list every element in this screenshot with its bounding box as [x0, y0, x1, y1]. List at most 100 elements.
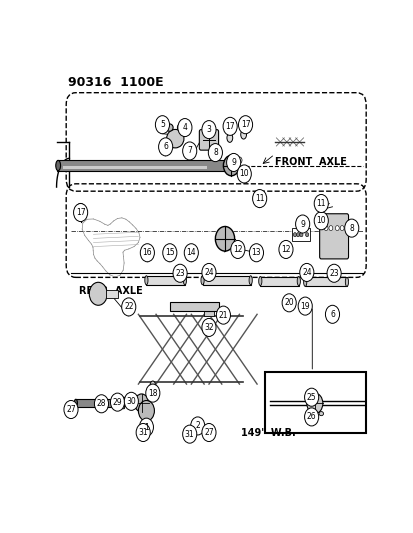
Text: 20: 20 [284, 298, 293, 308]
Circle shape [230, 240, 244, 259]
Bar [304, 277, 346, 286]
Bar [292, 228, 309, 241]
Circle shape [202, 120, 216, 139]
Circle shape [64, 400, 78, 418]
Circle shape [304, 408, 318, 426]
Circle shape [162, 244, 176, 262]
Circle shape [178, 118, 192, 136]
Text: 17: 17 [240, 120, 250, 129]
Text: 1: 1 [144, 423, 148, 432]
Circle shape [190, 417, 204, 435]
Circle shape [216, 306, 230, 324]
Ellipse shape [226, 133, 232, 142]
Circle shape [335, 225, 338, 231]
Text: 12: 12 [233, 245, 242, 254]
Text: 12: 12 [280, 245, 290, 254]
Text: 21: 21 [218, 311, 228, 320]
Text: 8: 8 [213, 148, 217, 157]
Ellipse shape [74, 399, 77, 407]
Circle shape [74, 204, 88, 222]
Ellipse shape [177, 124, 184, 131]
Ellipse shape [240, 130, 246, 139]
Text: 10: 10 [239, 169, 249, 179]
Ellipse shape [183, 276, 186, 285]
Text: 19: 19 [300, 302, 309, 311]
Circle shape [202, 424, 216, 441]
Circle shape [293, 232, 296, 237]
Circle shape [236, 157, 242, 164]
Circle shape [252, 190, 266, 207]
Circle shape [182, 425, 196, 443]
Text: 4: 4 [182, 123, 187, 132]
Text: 15: 15 [165, 248, 174, 257]
Text: 17: 17 [225, 122, 235, 131]
Text: 17: 17 [76, 208, 85, 217]
Text: 32: 32 [204, 323, 213, 332]
Circle shape [139, 418, 153, 436]
Circle shape [226, 154, 240, 172]
Text: 27: 27 [66, 405, 76, 414]
Circle shape [326, 264, 340, 282]
Circle shape [328, 225, 332, 231]
Text: 10: 10 [316, 216, 325, 225]
Circle shape [281, 294, 296, 312]
Text: 8: 8 [349, 224, 353, 232]
Bar [204, 309, 213, 316]
Ellipse shape [344, 277, 348, 286]
Circle shape [140, 244, 154, 262]
Circle shape [94, 395, 108, 413]
Circle shape [238, 116, 252, 134]
Circle shape [304, 388, 318, 406]
Circle shape [76, 204, 84, 213]
Circle shape [295, 215, 309, 233]
Text: 11: 11 [316, 199, 325, 208]
Ellipse shape [258, 277, 261, 286]
Text: REAR  AXLE: REAR AXLE [79, 286, 142, 295]
Circle shape [223, 155, 239, 176]
Circle shape [134, 394, 148, 412]
Circle shape [296, 232, 299, 237]
Text: 18: 18 [148, 389, 157, 398]
Bar [260, 277, 298, 286]
Circle shape [306, 393, 322, 414]
Bar [264, 372, 365, 433]
Circle shape [313, 195, 328, 213]
Circle shape [184, 244, 198, 262]
Text: 13: 13 [251, 248, 261, 257]
FancyBboxPatch shape [115, 397, 124, 409]
Ellipse shape [166, 130, 183, 148]
Circle shape [208, 143, 222, 161]
Bar [106, 290, 117, 298]
Circle shape [173, 264, 187, 282]
Circle shape [202, 318, 216, 336]
Text: 149'  W.B.: 149' W.B. [240, 429, 295, 438]
Text: 31: 31 [138, 428, 147, 437]
Circle shape [325, 305, 339, 324]
Ellipse shape [150, 381, 155, 391]
Circle shape [313, 212, 328, 230]
Circle shape [223, 117, 237, 135]
Bar [146, 276, 185, 285]
Circle shape [110, 393, 124, 411]
Ellipse shape [249, 276, 252, 285]
Bar [202, 276, 250, 285]
Circle shape [155, 116, 169, 134]
Text: 14: 14 [186, 248, 196, 257]
Circle shape [89, 282, 107, 305]
Text: 2: 2 [195, 422, 199, 431]
Text: 3: 3 [206, 125, 211, 134]
Ellipse shape [200, 276, 204, 285]
Circle shape [299, 232, 302, 237]
Text: 27: 27 [204, 428, 213, 437]
Ellipse shape [166, 124, 173, 131]
Ellipse shape [318, 411, 323, 416]
Text: 22: 22 [124, 302, 133, 311]
Ellipse shape [56, 160, 60, 171]
Circle shape [138, 400, 154, 421]
FancyBboxPatch shape [199, 130, 218, 150]
Bar [76, 399, 121, 407]
Ellipse shape [297, 277, 300, 286]
Text: 6: 6 [329, 310, 334, 319]
Circle shape [237, 165, 251, 183]
Ellipse shape [306, 411, 310, 416]
